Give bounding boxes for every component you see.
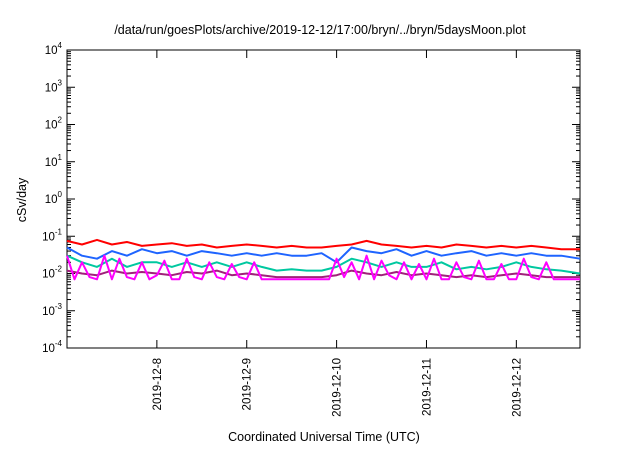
x-tick-label: 2019-12-12 <box>511 358 523 417</box>
y-tick-label: 10-3 <box>42 302 62 318</box>
x-tick-label: 2019-12-11 <box>421 358 433 416</box>
y-tick-label: 103 <box>45 78 63 94</box>
x-axis-ticks: 2019-12-8 2019-12-9 2019-12-10 2019-12-11 20… <box>152 50 523 417</box>
y-axis-title: cSv/day <box>15 177 29 222</box>
plot-frame <box>66 49 581 349</box>
x-tick-label: 2019-12-10 <box>332 358 344 417</box>
series-line-1 <box>66 238 580 251</box>
y-tick-label: 10-4 <box>42 339 62 355</box>
series-layer <box>66 238 581 281</box>
y-axis-ticks: 10-4 10-3 10-2 10-1 100 101 102 103 104 <box>42 41 580 355</box>
y-tick-label: 100 <box>45 190 63 206</box>
series-line-4 <box>66 269 580 279</box>
x-tick-label: 2019-12-9 <box>242 358 254 410</box>
y-tick-label: 102 <box>45 116 63 132</box>
y-tick-label: 10-2 <box>42 265 62 281</box>
series-line-3 <box>66 254 581 275</box>
x-axis-title: Coordinated Universal Time (UTC) <box>228 430 420 444</box>
series-line-2 <box>66 246 581 264</box>
series-line-5 <box>66 254 580 281</box>
y-tick-label: 104 <box>45 41 63 57</box>
x-tick-label: 2019-12-8 <box>152 358 164 410</box>
y-tick-label: 101 <box>45 153 63 169</box>
chart-title: /data/run/goesPlots/archive/2019-12-12/1… <box>114 23 526 37</box>
y-tick-label: 10-1 <box>42 227 62 243</box>
